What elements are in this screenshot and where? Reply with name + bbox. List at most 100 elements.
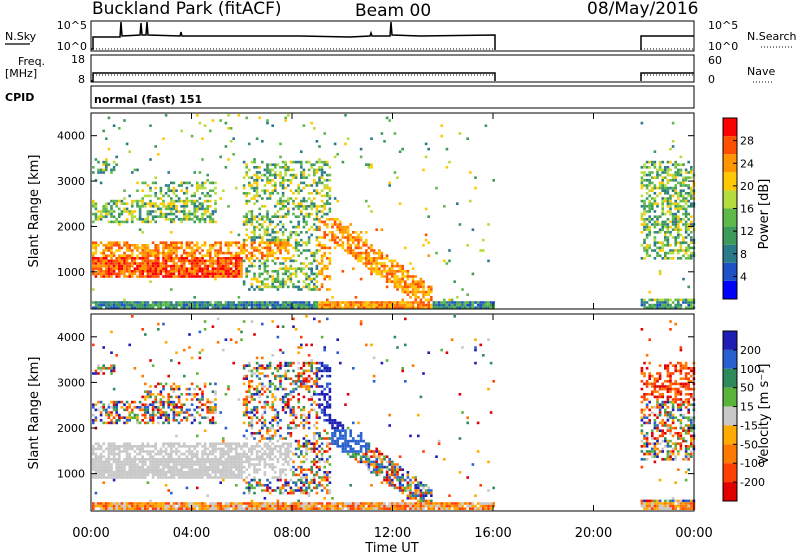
heatmap-cell (167, 194, 170, 198)
heatmap-cell (258, 390, 261, 393)
heatmap-cell (453, 306, 456, 309)
heatmap-cell (196, 460, 199, 464)
heatmap-cell (120, 502, 124, 505)
heatmap-cell (151, 205, 155, 208)
heatmap-cell (240, 303, 243, 307)
heatmap-cell (677, 225, 680, 229)
heatmap-cell (172, 390, 176, 393)
heatmap-cell (227, 259, 230, 263)
heatmap-cell (266, 455, 269, 458)
heatmap-cell (125, 202, 129, 205)
heatmap-cell (216, 458, 220, 461)
heatmap-cell (157, 275, 160, 278)
heatmap-cell (177, 411, 181, 414)
heatmap-cell (370, 259, 373, 263)
heatmap-cell (164, 400, 168, 404)
heatmap-cell (669, 303, 672, 307)
heatmap-cell (661, 301, 664, 304)
heatmap-cell (237, 233, 241, 237)
heatmap-cell (328, 275, 332, 278)
heatmap-cell (203, 220, 207, 224)
heatmap-cell (240, 460, 243, 464)
heatmap-cell (401, 285, 404, 289)
heatmap-cell (385, 272, 389, 276)
heatmap-cell (224, 121, 228, 125)
heatmap-cell (664, 257, 667, 260)
heatmap-cell (242, 450, 246, 453)
heatmap-cell (281, 267, 285, 270)
heatmap-cell (344, 306, 347, 309)
heatmap-cell (214, 502, 217, 505)
heatmap-cell (679, 306, 683, 309)
heatmap-cell (214, 382, 217, 386)
heatmap-cell (284, 215, 287, 218)
heatmap-cell (268, 192, 272, 195)
heatmap-cell (118, 207, 121, 211)
heatmap-cell (193, 171, 196, 174)
heatmap-cell (640, 184, 644, 187)
heatmap-cell (287, 491, 290, 495)
heatmap-cell (102, 460, 105, 464)
heatmap-cell (185, 458, 189, 461)
heatmap-cell (167, 189, 170, 192)
heatmap-cell (99, 270, 103, 273)
date-title: 08/May/2016 (587, 0, 699, 19)
heatmap-cell (224, 301, 228, 304)
heatmap-cell (159, 468, 163, 471)
heatmap-cell (102, 481, 105, 484)
heatmap-cell (128, 249, 131, 252)
heatmap-cell (222, 189, 225, 192)
heatmap-cell (107, 264, 111, 268)
heatmap-cell (211, 181, 215, 185)
heatmap-cell (263, 408, 267, 412)
heatmap-cell (365, 259, 368, 263)
heatmap-cell (188, 210, 191, 213)
heatmap-cell (235, 507, 238, 510)
heatmap-cell (307, 306, 311, 309)
heatmap-cell (94, 275, 98, 278)
heatmap-cell (393, 303, 397, 307)
heatmap-cell (214, 254, 217, 257)
heatmap-cell (674, 171, 677, 174)
heatmap-cell (209, 215, 212, 218)
heatmap-cell (279, 348, 282, 352)
heatmap-cell (448, 306, 451, 309)
heatmap-cell (284, 455, 287, 458)
heatmap-cell (674, 189, 677, 192)
heatmap-cell (297, 244, 300, 247)
heatmap-cell (141, 244, 144, 247)
heatmap-cell (211, 210, 215, 213)
heatmap-cell (105, 215, 108, 218)
heatmap-cell (401, 303, 404, 307)
heatmap-cell (640, 171, 644, 174)
heatmap-cell (261, 251, 264, 255)
heatmap-cell (97, 455, 100, 458)
heatmap-cell (154, 408, 157, 412)
heatmap-cell (398, 277, 402, 281)
heatmap-cell (227, 455, 230, 458)
heatmap-cell (679, 246, 683, 250)
heatmap-cell (118, 455, 121, 458)
heatmap-cell (297, 267, 300, 270)
heatmap-cell (279, 262, 282, 265)
heatmap-cell (154, 507, 157, 510)
heatmap-cell (159, 241, 163, 244)
heatmap-cell (211, 421, 215, 425)
heatmap-cell (193, 303, 196, 307)
heatmap-cell (250, 398, 254, 401)
heatmap-cell (222, 259, 225, 263)
heatmap-cell (183, 275, 186, 278)
heatmap-cell (149, 212, 152, 216)
heatmap-cell (333, 301, 337, 304)
heatmap-cell (266, 166, 269, 169)
heatmap-cell (209, 442, 212, 445)
heatmap-cell (287, 236, 290, 239)
heatmap-cell (276, 335, 280, 339)
heatmap-cell (289, 486, 293, 490)
heatmap-cell (677, 231, 680, 234)
heatmap-cell (177, 264, 181, 268)
heatmap-cell (684, 207, 688, 211)
heatmap-cell (92, 301, 95, 304)
heatmap-cell (333, 142, 337, 146)
heatmap-cell (203, 504, 207, 508)
